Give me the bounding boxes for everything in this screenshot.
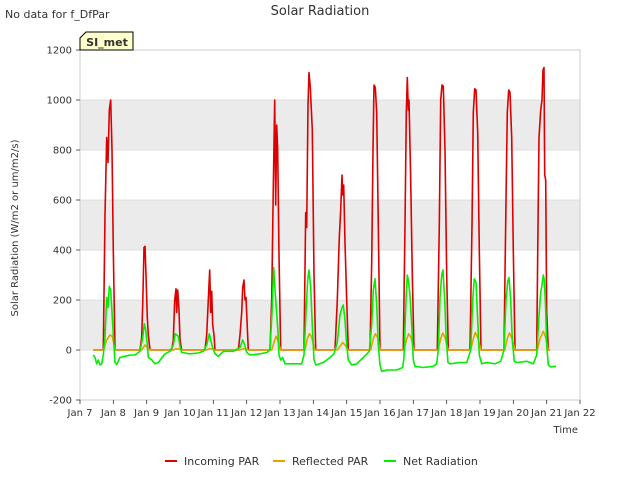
background-bands <box>80 100 580 350</box>
y-tick-label: 1200 <box>47 46 72 57</box>
y-tick-label: 0 <box>66 346 72 357</box>
x-tick-label: Jan 18 <box>430 408 462 419</box>
x-tick-label: Jan 13 <box>263 408 295 419</box>
legend: Incoming PAR Reflected PAR Net Radiation <box>165 455 478 468</box>
y-axis-ticks: -200 0 200 400 600 800 1000 1200 <box>47 46 80 407</box>
y-tick-label: 200 <box>53 296 72 307</box>
x-axis-ticks: Jan 7 Jan 8 Jan 9 Jan 10 Jan 11 Jan 12 Jan 13 J… <box>67 400 596 419</box>
x-tick-label: Jan 19 <box>463 408 495 419</box>
y-axis-label: Solar Radiation (W/m2 or um/m2/s) <box>10 139 21 316</box>
chart-title: Solar Radiation <box>271 4 370 19</box>
y-tick-label: 600 <box>53 196 72 207</box>
x-tick-label: Jan 16 <box>363 408 395 419</box>
x-tick-label: Jan 11 <box>197 408 229 419</box>
y-tick-label: 1000 <box>47 96 72 107</box>
site-badge: SI_met <box>79 31 134 51</box>
x-axis-label: Time <box>553 425 578 436</box>
site-badge-box <box>79 31 134 51</box>
x-tick-label: Jan 15 <box>330 408 362 419</box>
series-layer <box>92 66 556 373</box>
x-tick-label: Jan 17 <box>397 408 429 419</box>
no-data-note: No data for f_DfPar <box>5 8 110 21</box>
x-tick-label: Jan 8 <box>100 408 126 419</box>
x-tick-label: Jan 10 <box>163 408 195 419</box>
x-tick-label: Jan 12 <box>230 408 262 419</box>
y-tick-label: -200 <box>49 396 72 407</box>
x-tick-label: Jan 9 <box>133 408 159 419</box>
series-line-reflected-par <box>93 330 550 351</box>
y-tick-label: 800 <box>53 146 72 157</box>
x-tick-label: Jan 20 <box>497 408 529 419</box>
background-band <box>80 300 580 350</box>
x-tick-label: Jan 22 <box>563 408 595 419</box>
x-tick-label: Jan 7 <box>67 408 93 419</box>
legend-label-incoming-par: Incoming PAR <box>184 455 260 468</box>
plot-frame <box>79 49 581 401</box>
y-tick-label: 400 <box>53 246 72 257</box>
legend-label-reflected-par: Reflected PAR <box>292 455 369 468</box>
legend-label-net-radiation: Net Radiation <box>403 455 478 468</box>
x-tick-label: Jan 21 <box>530 408 562 419</box>
site-badge-label: SI_met <box>86 36 128 49</box>
background-band <box>80 100 580 150</box>
series-line-net-radiation <box>92 266 556 373</box>
background-band <box>80 200 580 250</box>
x-tick-label: Jan 14 <box>297 408 329 419</box>
